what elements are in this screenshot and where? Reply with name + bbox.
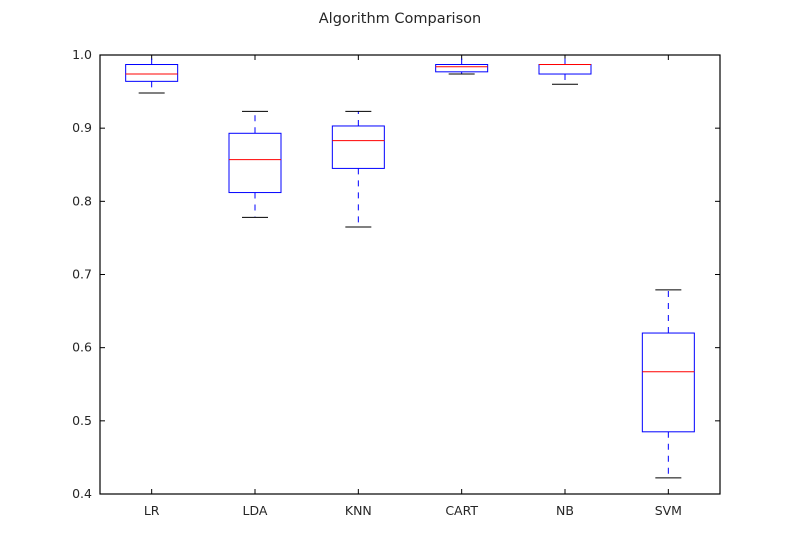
- box-lda: [228, 110, 282, 218]
- y-tick-label: 0.9: [72, 120, 92, 135]
- box-nb: [538, 54, 592, 85]
- box-cart: [435, 54, 489, 75]
- box-lr: [125, 54, 179, 94]
- chart-title: Algorithm Comparison: [319, 11, 481, 27]
- y-tick-label: 0.7: [72, 267, 92, 282]
- y-tick-label: 0.6: [72, 340, 92, 355]
- x-tick-label: NB: [556, 503, 574, 518]
- box-knn: [331, 110, 385, 228]
- iqr-box: [331, 125, 385, 169]
- iqr-box: [125, 64, 179, 82]
- boxes-group: [125, 54, 695, 479]
- x-tick-label: SVM: [655, 503, 682, 518]
- y-tick-label: 0.8: [72, 193, 92, 208]
- y-tick-label: 0.4: [72, 486, 92, 501]
- y-tick-label: 0.5: [72, 413, 92, 428]
- iqr-box: [538, 64, 592, 75]
- x-axis: LR LDA KNN CART NB SVM: [144, 55, 682, 518]
- x-tick-label: LDA: [243, 503, 268, 518]
- x-tick-label: LR: [144, 503, 160, 518]
- iqr-box: [435, 64, 489, 73]
- x-tick-label: KNN: [345, 503, 372, 518]
- box-svm: [641, 289, 695, 479]
- plot-frame: [99, 54, 721, 495]
- iqr-box: [228, 132, 282, 194]
- x-tick-label: CART: [445, 503, 478, 518]
- y-tick-label: 1.0: [72, 47, 92, 62]
- y-axis: 0.4 0.5 0.6 0.7 0.8 0.9 1.0: [72, 47, 720, 501]
- iqr-box: [641, 332, 695, 433]
